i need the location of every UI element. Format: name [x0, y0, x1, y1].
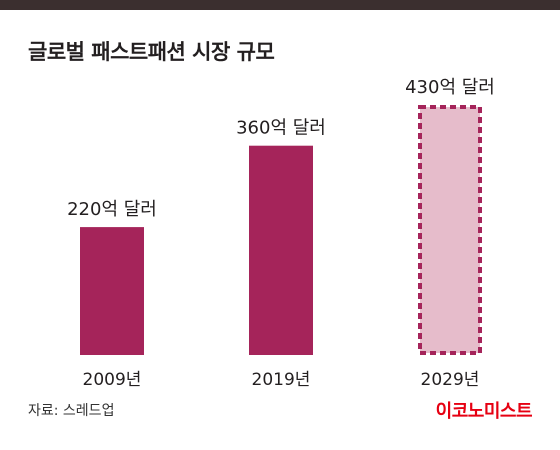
category-label-2: 2029년 [421, 370, 480, 390]
bar-0 [80, 227, 144, 355]
value-label-0: 220억 달러 [67, 199, 157, 220]
publisher-logo: 이코노미스트 [435, 401, 533, 422]
bar-2 [418, 105, 482, 355]
chart-title: 글로벌 패스트패션 시장 규모 [28, 40, 275, 64]
category-label-1: 2019년 [252, 370, 311, 390]
top-accent-bar [0, 0, 560, 10]
bar-1 [249, 145, 313, 355]
category-label-0: 2009년 [83, 370, 142, 390]
source-note: 자료: 스레드업 [28, 403, 115, 419]
value-label-1: 360억 달러 [236, 118, 326, 139]
value-label-2: 430억 달러 [405, 77, 495, 98]
